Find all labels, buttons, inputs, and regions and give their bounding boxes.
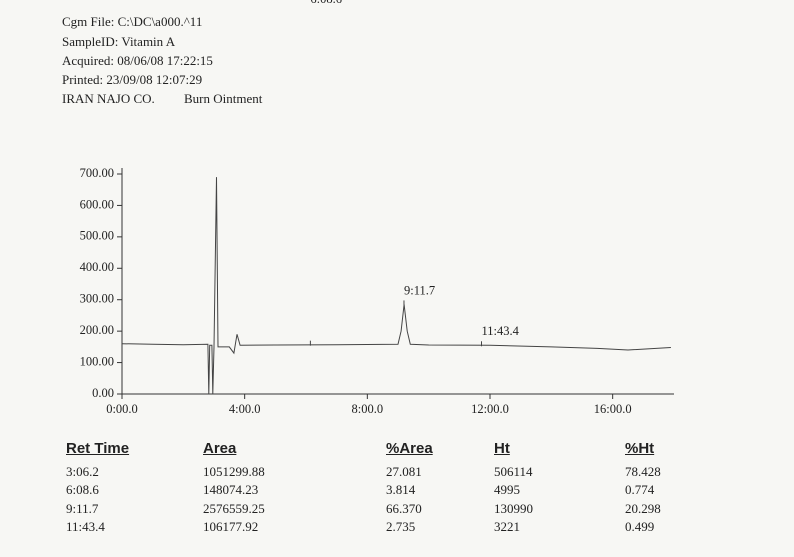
column-header: Ret Time bbox=[66, 440, 130, 457]
cell: 2.735 bbox=[386, 519, 416, 534]
x-tick-label: 8:00.0 bbox=[352, 402, 384, 416]
cell: 3.814 bbox=[386, 482, 416, 497]
y-tick-label: 500.00 bbox=[80, 229, 114, 243]
acquired-line: Acquired: 08/06/08 17:22:15 bbox=[62, 53, 213, 68]
cell: 0.499 bbox=[625, 519, 655, 534]
printed-line: Printed: 23/09/08 12:07:29 bbox=[62, 72, 203, 87]
cell: 27.081 bbox=[386, 464, 422, 479]
cell: 130990 bbox=[494, 501, 533, 516]
sample-line: SampleID: Vitamin A bbox=[62, 34, 176, 49]
cell: 506114 bbox=[494, 464, 533, 479]
cell: 3:06.2 bbox=[66, 464, 99, 479]
y-tick-label: 300.00 bbox=[80, 292, 114, 306]
cell: 9:11.7 bbox=[66, 501, 99, 516]
y-tick-label: 200.00 bbox=[80, 323, 114, 337]
y-tick-label: 600.00 bbox=[80, 197, 114, 211]
y-tick-label: 700.00 bbox=[80, 166, 114, 180]
y-tick-label: 400.00 bbox=[80, 260, 114, 274]
cell: 106177.92 bbox=[203, 519, 259, 534]
peak-label: 11:43.4 bbox=[482, 324, 520, 338]
cell: 78.428 bbox=[625, 464, 661, 479]
product: Burn Ointment bbox=[184, 91, 263, 106]
y-tick-label: 100.00 bbox=[80, 354, 114, 368]
cell: 20.298 bbox=[625, 501, 661, 516]
peak-label: 6:08.6 bbox=[310, 0, 342, 6]
cell: 148074.23 bbox=[203, 482, 259, 497]
x-tick-label: 0:00.0 bbox=[106, 402, 138, 416]
trace bbox=[121, 177, 671, 395]
cell: 1051299.88 bbox=[203, 464, 265, 479]
x-tick-label: 4:00.0 bbox=[229, 402, 261, 416]
cell: 6:08.6 bbox=[66, 482, 99, 497]
x-tick-label: 12:00.0 bbox=[471, 402, 509, 416]
y-tick-label: 0.00 bbox=[92, 386, 114, 400]
cell: 3221 bbox=[494, 519, 520, 534]
cell: 2576559.25 bbox=[203, 501, 265, 516]
cell: 4995 bbox=[494, 482, 520, 497]
cell: 11:43.4 bbox=[66, 519, 105, 534]
column-header: Ht bbox=[494, 440, 510, 457]
column-header: %Ht bbox=[625, 440, 655, 457]
cell: 0.774 bbox=[625, 482, 655, 497]
chart: 0.00 100.00 200.00 300.00 400.00 500.00 600.00… bbox=[80, 0, 674, 416]
x-tick-label: 16:00.0 bbox=[594, 402, 632, 416]
peak-label: 9:11.7 bbox=[404, 283, 435, 297]
company: IRAN NAJO CO. bbox=[62, 91, 155, 106]
cell: 66.370 bbox=[386, 501, 422, 516]
column-header: Area bbox=[203, 440, 237, 457]
column-header: %Area bbox=[386, 440, 433, 457]
file-line: Cgm File: C:\DC\a000.^11 bbox=[62, 14, 203, 29]
